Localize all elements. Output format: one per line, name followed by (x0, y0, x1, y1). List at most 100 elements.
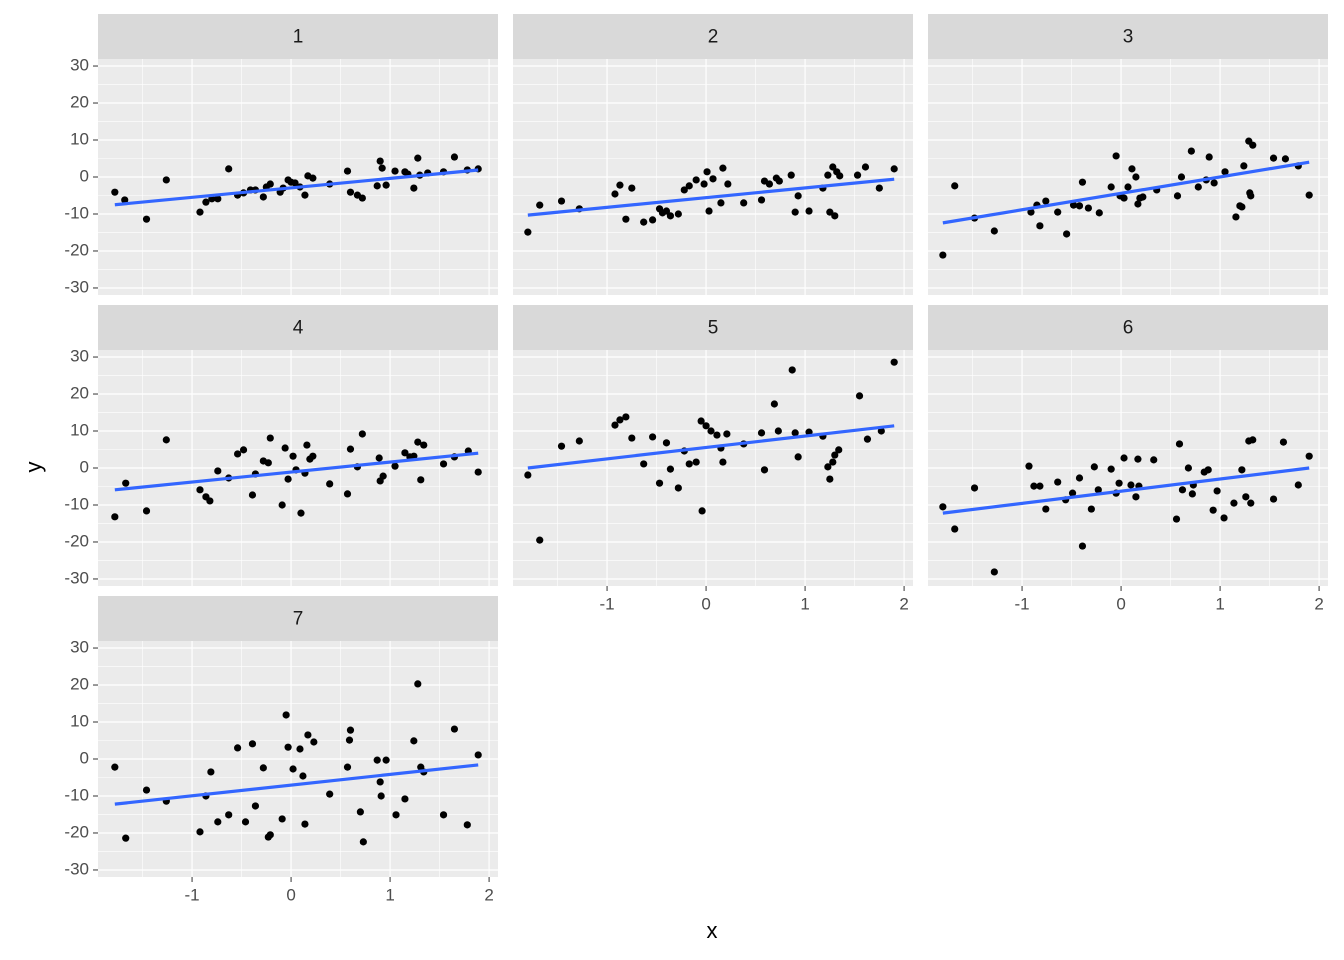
point (1042, 197, 1050, 205)
point (829, 163, 837, 171)
point (692, 176, 700, 184)
point (787, 171, 795, 179)
point (376, 157, 384, 165)
point (214, 818, 222, 826)
point (685, 460, 693, 468)
point (951, 525, 959, 533)
point (1128, 165, 1136, 173)
point (861, 163, 870, 171)
point (417, 476, 425, 484)
point (259, 193, 267, 201)
point (1281, 155, 1290, 163)
point (836, 172, 844, 180)
fit-line (942, 466, 1310, 515)
strip (98, 596, 498, 641)
point (1238, 466, 1246, 474)
point (697, 417, 705, 425)
point (1084, 204, 1092, 212)
point (824, 171, 832, 179)
point (282, 711, 290, 719)
point (1213, 487, 1221, 495)
y-tick-label: -30 (64, 568, 89, 587)
point (713, 431, 721, 439)
point (616, 416, 624, 424)
point (877, 427, 885, 435)
point (1134, 455, 1142, 463)
point (439, 811, 448, 819)
point (951, 182, 959, 190)
point (225, 165, 233, 173)
point (196, 486, 204, 494)
point (724, 180, 732, 188)
point (709, 175, 717, 183)
point (309, 174, 317, 182)
point (239, 446, 248, 454)
point (1075, 474, 1084, 482)
point (373, 182, 381, 190)
point (831, 212, 839, 220)
point (1177, 173, 1186, 181)
point (1075, 202, 1084, 210)
point (346, 726, 355, 734)
y-tick-label: 30 (70, 347, 89, 366)
point (291, 179, 299, 187)
fit-line (114, 168, 479, 207)
point (1232, 213, 1240, 221)
point (990, 227, 998, 235)
point (1305, 452, 1313, 460)
y-tick-label: 20 (70, 384, 89, 403)
point (1249, 436, 1257, 444)
point (1087, 505, 1095, 513)
point (835, 446, 843, 454)
strip (513, 14, 913, 59)
point (700, 180, 708, 188)
point (1188, 490, 1196, 498)
point (1107, 465, 1115, 473)
point (863, 435, 872, 443)
strip-label: 1 (293, 27, 304, 48)
fit-line (527, 177, 895, 217)
point (719, 458, 727, 466)
point (829, 458, 837, 466)
point (414, 680, 422, 688)
point (278, 501, 286, 509)
point (575, 437, 583, 445)
point (450, 153, 459, 161)
point (831, 451, 839, 459)
point (1054, 208, 1062, 216)
point (666, 212, 675, 220)
point (826, 208, 834, 216)
point (214, 195, 222, 203)
point (410, 184, 418, 192)
point (196, 208, 204, 216)
y-tick-label: -10 (64, 494, 89, 513)
point (890, 358, 898, 366)
y-tick-label: 30 (70, 638, 89, 657)
point (1036, 482, 1044, 490)
point (655, 479, 664, 487)
point (234, 744, 242, 752)
point (1134, 200, 1142, 208)
y-tick-label: 0 (80, 166, 89, 185)
x-tick-label: 1 (800, 594, 809, 613)
point (1042, 505, 1050, 513)
point (1069, 201, 1078, 209)
point (343, 167, 352, 175)
point (1210, 179, 1218, 187)
point (698, 507, 706, 515)
point (1068, 489, 1077, 497)
point (142, 507, 151, 515)
point (1027, 208, 1035, 216)
point (1221, 168, 1229, 176)
point (1139, 193, 1147, 201)
point (611, 190, 619, 198)
point (281, 444, 289, 452)
point (379, 472, 387, 480)
strip-label: 5 (708, 318, 719, 339)
point (824, 463, 832, 471)
point (1025, 462, 1033, 470)
point (382, 181, 390, 189)
point (1205, 153, 1213, 161)
point (640, 460, 648, 468)
